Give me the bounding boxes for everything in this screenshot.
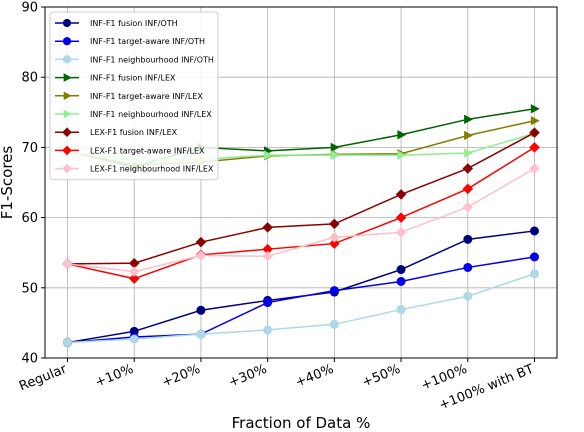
data-point	[396, 305, 406, 315]
data-point	[262, 250, 273, 262]
data-point	[396, 265, 406, 275]
data-point	[529, 127, 540, 138]
legend-label: LEX-F1 neighbourhood INF/LEX	[90, 165, 214, 174]
data-point	[128, 266, 140, 277]
x-tick-label: +20%	[160, 362, 203, 391]
data-point	[129, 334, 139, 344]
legend-item: INF-F1 fusion INF/OTH	[55, 18, 178, 28]
legend-item: INF-F1 neighbourhood INF/LEX	[55, 109, 212, 119]
series-line	[67, 167, 535, 273]
series-3	[62, 269, 539, 348]
data-point	[263, 298, 273, 308]
data-point	[530, 116, 540, 126]
legend-marker	[62, 145, 72, 156]
data-point	[195, 250, 207, 261]
legend: INF-F1 fusion INF/OTH INF-F1 target-aware…	[49, 11, 219, 181]
data-point	[195, 236, 207, 248]
data-point	[395, 227, 407, 238]
legend-label: INF-F1 neighbourhood INF/OTH	[90, 55, 214, 64]
data-point	[462, 163, 474, 174]
data-point	[464, 148, 474, 158]
data-point	[396, 276, 406, 286]
legend-label: INF-F1 neighbourhood INF/LEX	[90, 110, 212, 119]
legend-label: INF-F1 fusion INF/LEX	[90, 74, 176, 83]
y-tick-label: 80	[21, 71, 38, 86]
x-tick-label: +30%	[227, 362, 270, 391]
legend-marker	[63, 109, 72, 119]
legend-label: INF-F1 target-aware INF/OTH	[90, 37, 205, 46]
legend-item: LEX-F1 neighbourhood INF/LEX	[55, 163, 214, 174]
y-tick-label: 90	[21, 1, 38, 16]
data-point	[196, 329, 206, 339]
data-point	[529, 142, 540, 153]
data-point	[128, 273, 140, 284]
x-axis-ticks: Regular +10% +20% +30% +40% +50% +100%+100% wi…	[17, 358, 536, 413]
legend-marker	[62, 127, 72, 137]
y-axis-label: F1-Scores	[0, 146, 16, 220]
y-tick-label: 70	[21, 141, 38, 156]
data-point	[62, 258, 73, 270]
legend-label: INF-F1 target-aware INF/LEX	[90, 92, 203, 101]
data-point	[397, 130, 407, 140]
series-line	[67, 273, 535, 344]
legend-label: INF-F1 fusion INF/OTH	[90, 19, 178, 28]
legend-label: LEX-F1 fusion INF/LEX	[90, 128, 178, 137]
data-point	[463, 262, 473, 272]
data-point	[463, 234, 473, 244]
data-point	[262, 222, 273, 233]
data-point	[464, 114, 474, 125]
data-point	[329, 232, 340, 243]
data-point	[263, 150, 273, 160]
legend-marker	[62, 163, 72, 174]
legend-label: LEX-F1 target-aware INF/LEX	[90, 146, 205, 155]
data-point	[329, 218, 340, 230]
legend-item: INF-F1 fusion INF/LEX	[55, 73, 176, 83]
series-line	[67, 230, 535, 344]
series-line	[67, 256, 535, 344]
data-point	[397, 150, 407, 160]
data-point	[462, 201, 474, 213]
data-point	[395, 212, 407, 223]
data-point	[529, 226, 539, 236]
legend-box	[49, 11, 219, 181]
legend-item: INF-F1 target-aware INF/OTH	[55, 37, 205, 46]
data-point	[462, 183, 474, 195]
legend-item: INF-F1 neighbourhood INF/OTH	[55, 55, 214, 64]
legend-marker	[62, 55, 72, 64]
data-point	[330, 150, 340, 160]
y-tick-label: 40	[21, 352, 38, 367]
legend-marker	[62, 18, 72, 28]
legend-marker	[63, 73, 72, 82]
data-point	[529, 163, 540, 174]
series-9	[62, 163, 540, 277]
x-tick-label: +10%	[93, 362, 136, 391]
data-point	[395, 189, 407, 200]
data-point	[263, 325, 273, 335]
legend-marker	[63, 91, 72, 101]
data-point	[329, 286, 339, 296]
plot-frame	[44, 6, 558, 359]
y-axis-ticks: 40 50 60 70 80 90	[21, 1, 45, 367]
y-tick-label: 50	[21, 281, 38, 296]
x-axis-label: Fraction of Data %	[232, 414, 371, 432]
data-point	[62, 338, 72, 348]
data-point	[330, 142, 340, 153]
data-point	[463, 291, 473, 301]
data-point	[329, 238, 340, 249]
data-point	[464, 130, 474, 141]
series-line	[67, 131, 535, 265]
data-point	[196, 305, 206, 315]
data-point	[529, 252, 539, 262]
data-point	[530, 104, 540, 114]
x-tick-label: +50%	[360, 362, 403, 391]
legend-item: INF-F1 target-aware INF/LEX	[55, 91, 203, 101]
data-point	[529, 269, 539, 279]
data-point	[329, 319, 339, 329]
y-tick-label: 60	[21, 211, 38, 226]
x-tick-label: +40%	[293, 362, 336, 391]
legend-item: LEX-F1 target-aware INF/LEX	[55, 145, 205, 156]
legend-marker	[62, 37, 72, 46]
legend-item: LEX-F1 fusion INF/LEX	[55, 127, 178, 137]
